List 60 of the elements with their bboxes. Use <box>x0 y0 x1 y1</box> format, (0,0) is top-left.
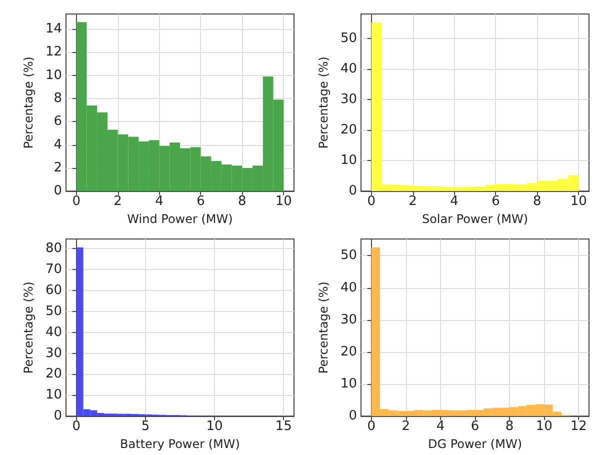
y-tick-label: 14 <box>45 22 62 37</box>
y-tick-label: 10 <box>340 376 357 392</box>
x-tick-label: 0 <box>72 419 81 434</box>
x-tick-label: 15 <box>275 419 292 434</box>
y-tick-label: 8 <box>54 91 62 106</box>
y-tick-label: 10 <box>45 388 62 403</box>
y-tick-label: 50 <box>340 30 357 46</box>
y-axis-title: Percentage (%) <box>22 282 36 374</box>
x-tick-label: 10 <box>206 419 223 434</box>
x-tick-label: 4 <box>436 419 445 434</box>
y-tick-label: 50 <box>45 304 62 319</box>
y-tick-label: 30 <box>340 92 357 107</box>
y-tick-label: 50 <box>340 248 357 264</box>
x-tick-label: 10 <box>536 419 552 434</box>
y-tick-label: 4 <box>54 137 62 152</box>
x-tick-label: 2 <box>402 419 410 434</box>
y-tick-label: 40 <box>340 280 357 296</box>
x-tick-label: 10 <box>275 194 292 210</box>
x-tick-label: 10 <box>570 194 587 210</box>
x-tick-label: 4 <box>155 194 164 210</box>
y-axis-title: Percentage (%) <box>22 56 36 149</box>
y-tick-label: 10 <box>340 153 357 168</box>
x-tick-label: 6 <box>196 194 205 210</box>
x-axis-title: Solar Power (MW) <box>422 212 528 226</box>
y-tick-label: 10 <box>45 68 62 83</box>
x-tick-label: 12 <box>570 419 587 434</box>
y-tick-label: 80 <box>45 241 62 256</box>
y-tick-label: 40 <box>45 324 62 340</box>
x-tick-label: 2 <box>114 194 122 210</box>
y-tick-label: 70 <box>45 262 62 278</box>
y-tick-label: 20 <box>45 366 62 382</box>
x-axis-title: Battery Power (MW) <box>120 437 240 451</box>
x-tick-label: 6 <box>470 419 480 434</box>
y-axis-title: Percentage (%) <box>316 282 331 374</box>
y-tick-label: 0 <box>54 184 62 199</box>
y-tick-label: 20 <box>340 122 357 138</box>
y-tick-label: 0 <box>348 184 357 199</box>
x-tick-label: 8 <box>533 194 542 210</box>
x-tick-label: 4 <box>450 194 458 210</box>
y-tick-label: 20 <box>340 344 357 360</box>
y-tick-label: 30 <box>340 312 357 328</box>
x-tick-label: 5 <box>141 419 150 434</box>
x-tick-label: 8 <box>238 194 246 210</box>
y-tick-label: 12 <box>45 44 62 60</box>
x-tick-label: 0 <box>367 194 376 210</box>
y-tick-label: 30 <box>45 346 62 361</box>
y-tick-label: 40 <box>340 61 357 76</box>
y-axis-title: Percentage (%) <box>316 56 331 149</box>
y-tick-label: 0 <box>54 408 62 424</box>
y-tick-label: 60 <box>45 282 62 298</box>
x-tick-label: 0 <box>367 419 376 434</box>
x-tick-label: 0 <box>72 194 81 210</box>
x-tick-label: 2 <box>408 194 417 210</box>
x-tick-label: 8 <box>505 419 514 434</box>
x-axis-title: DG Power (MW) <box>428 437 522 451</box>
y-tick-label: 0 <box>348 408 357 424</box>
y-tick-label: 6 <box>54 114 62 130</box>
x-axis-title: Wind Power (MW) <box>127 212 233 226</box>
x-tick-label: 6 <box>492 194 500 210</box>
y-tick-label: 2 <box>54 160 62 176</box>
